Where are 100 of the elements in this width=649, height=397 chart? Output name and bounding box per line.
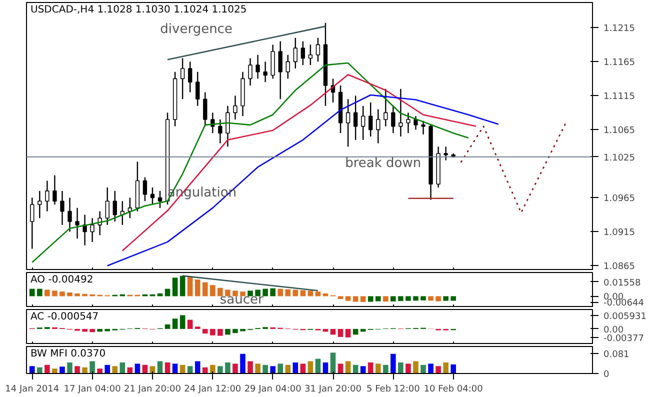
candlestick <box>414 115 418 130</box>
bar <box>398 296 404 302</box>
bar <box>202 328 208 334</box>
bar <box>300 290 306 296</box>
line-series <box>31 62 470 263</box>
bar <box>338 364 344 374</box>
bar <box>315 358 321 374</box>
candlestick <box>391 105 396 134</box>
bar <box>104 364 110 374</box>
bar <box>187 366 193 374</box>
bar <box>194 361 200 374</box>
bar <box>450 364 456 374</box>
bar <box>225 328 230 335</box>
line-series <box>106 94 500 266</box>
candlestick <box>68 197 72 232</box>
chart-title: USDCAD-,H4 1.1028 1.1030 1.1024 1.1025 <box>30 4 247 16</box>
candlestick <box>353 95 358 140</box>
candlestick <box>270 44 275 80</box>
bar <box>232 290 238 296</box>
bar <box>376 296 381 302</box>
candlestick <box>293 37 298 70</box>
bar <box>338 328 344 337</box>
bar <box>44 290 50 296</box>
y-tick-label: 1.1215 <box>604 24 635 34</box>
bar <box>232 328 238 334</box>
bar <box>443 362 448 374</box>
bar <box>187 276 193 296</box>
bar <box>225 362 230 374</box>
bar <box>30 288 35 296</box>
x-tick-label: 29 Jan 04:00 <box>244 384 302 394</box>
bar <box>308 361 314 374</box>
x-tick-label: 14 Jan 2014 <box>5 384 60 394</box>
bar <box>202 282 208 296</box>
bar <box>90 361 95 374</box>
candlestick <box>263 61 268 83</box>
candlestick <box>196 71 200 106</box>
candlestick <box>75 207 80 240</box>
bar <box>134 364 140 374</box>
bar <box>262 288 268 296</box>
bar <box>180 315 186 329</box>
bar <box>164 362 170 374</box>
candlestick <box>150 186 155 206</box>
x-tick-label: 10 Feb 04:00 <box>424 384 484 394</box>
bar <box>225 290 230 296</box>
bar <box>368 362 374 374</box>
candlestick <box>406 112 410 134</box>
bar <box>292 362 298 374</box>
bar <box>300 364 306 374</box>
y-tick-label: 0.01558 <box>604 278 641 288</box>
line-series <box>460 122 567 214</box>
candlestick <box>45 180 50 212</box>
y-tick-label: 1.0965 <box>604 194 635 204</box>
bar <box>330 328 336 335</box>
y-tick-label: 0.081 <box>604 350 630 360</box>
candlestick <box>346 98 350 148</box>
candlestick <box>203 92 208 127</box>
bar <box>345 361 351 374</box>
bar <box>443 296 448 301</box>
candlestick <box>300 40 306 66</box>
y-tick-label: 0.005931 <box>604 312 646 322</box>
bar <box>172 278 178 296</box>
y-tick-label: 0 <box>604 370 610 380</box>
bar <box>436 366 441 374</box>
candlestick <box>248 58 252 86</box>
ref-line-label: 1.1025 <box>604 153 635 164</box>
y-tick-label: -0.00377 <box>604 334 644 344</box>
bar <box>52 290 58 296</box>
bar <box>330 352 336 374</box>
bar <box>202 367 208 374</box>
bar <box>450 296 456 301</box>
bar <box>164 324 170 329</box>
bar <box>420 364 426 374</box>
bar <box>292 290 298 296</box>
candlestick <box>444 146 448 161</box>
bar <box>322 362 328 374</box>
candlestick <box>398 88 403 138</box>
candlestick <box>188 61 192 93</box>
candlestick <box>278 40 282 100</box>
bar <box>90 328 95 332</box>
bar <box>218 366 223 374</box>
candlestick <box>180 58 185 100</box>
bar <box>240 292 246 296</box>
candlestick <box>30 197 34 250</box>
bar <box>308 290 314 296</box>
candlestick <box>256 54 260 80</box>
bar <box>360 366 366 374</box>
x-tick-label: 24 Jan 12:00 <box>184 384 242 394</box>
bar <box>30 366 35 374</box>
bar <box>157 361 163 374</box>
bar <box>360 296 366 302</box>
bar <box>406 296 411 301</box>
bar <box>82 328 88 332</box>
bar <box>218 328 223 336</box>
bar <box>120 362 126 374</box>
candlestick <box>38 190 42 219</box>
bar <box>248 361 253 374</box>
bar <box>285 364 291 374</box>
candlestick <box>226 105 230 148</box>
bar <box>52 368 58 374</box>
bar <box>345 296 351 301</box>
